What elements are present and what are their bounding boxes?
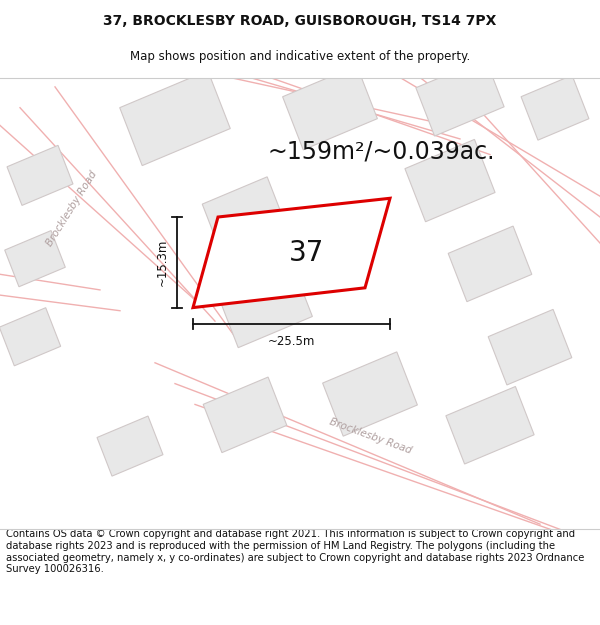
Polygon shape — [97, 416, 163, 476]
Polygon shape — [283, 66, 377, 150]
Polygon shape — [488, 309, 572, 385]
Text: Contains OS data © Crown copyright and database right 2021. This information is : Contains OS data © Crown copyright and d… — [6, 529, 584, 574]
Polygon shape — [521, 75, 589, 140]
Polygon shape — [323, 352, 418, 436]
Text: 37, BROCKLESBY ROAD, GUISBOROUGH, TS14 7PX: 37, BROCKLESBY ROAD, GUISBOROUGH, TS14 7… — [103, 14, 497, 28]
Polygon shape — [5, 231, 65, 287]
Text: 37: 37 — [289, 239, 324, 267]
Polygon shape — [203, 377, 287, 452]
Polygon shape — [202, 177, 288, 258]
Polygon shape — [446, 386, 534, 464]
Polygon shape — [416, 59, 504, 136]
Polygon shape — [120, 71, 230, 166]
Polygon shape — [448, 226, 532, 302]
Text: Map shows position and indicative extent of the property.: Map shows position and indicative extent… — [130, 50, 470, 63]
Polygon shape — [218, 263, 313, 348]
Text: ~159m²/~0.039ac.: ~159m²/~0.039ac. — [267, 139, 494, 163]
Text: Brocklesby Road: Brocklesby Road — [328, 416, 412, 455]
Polygon shape — [7, 146, 73, 206]
Text: ~15.3m: ~15.3m — [156, 239, 169, 286]
Polygon shape — [193, 198, 390, 308]
Text: Brocklesby Road: Brocklesby Road — [45, 169, 99, 248]
Text: ~25.5m: ~25.5m — [268, 334, 315, 348]
Polygon shape — [405, 139, 495, 222]
Polygon shape — [0, 308, 61, 366]
